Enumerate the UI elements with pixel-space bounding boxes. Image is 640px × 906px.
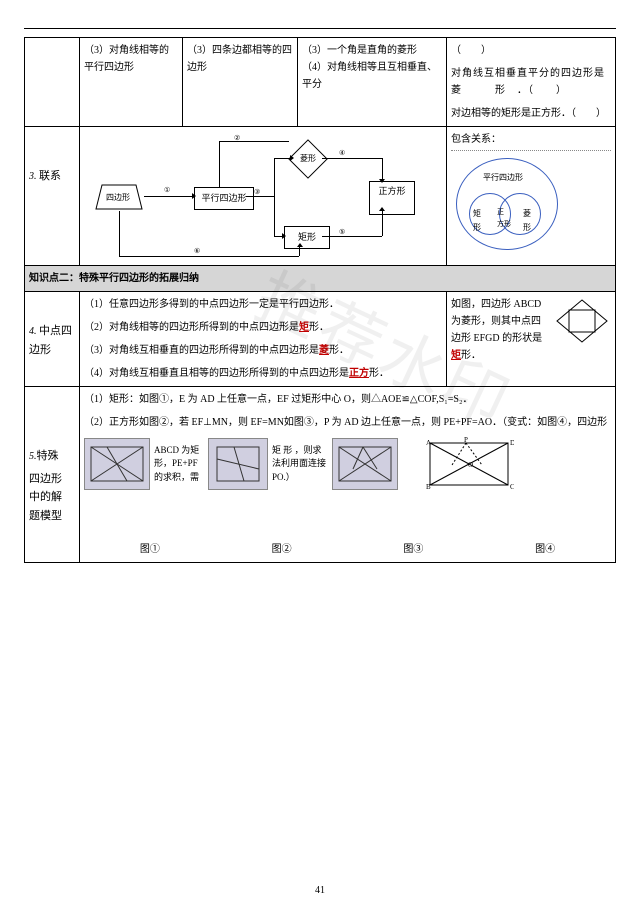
relation-label: 联系 (39, 170, 61, 182)
svg-text:A: A (426, 439, 431, 447)
svg-text:D: D (510, 439, 514, 447)
row-midpoint: 4. 中点四边形 （1）任意四边形多得到的中点四边形一定是平行四边形． （2）对… (25, 292, 616, 387)
main-table: （3）对角线相等的平行四边形 （3）四条边都相等的四边形 （3）一个角是直角的菱… (24, 37, 616, 563)
svg-text:O: O (468, 461, 473, 469)
figure-2 (208, 438, 268, 490)
cell-prop-1: （3）对角线相等的平行四边形 (80, 38, 183, 127)
section-2-header: 知识点二：特殊平行四边形的拓展归纳 (25, 266, 616, 292)
svg-text:B: B (426, 483, 431, 491)
row-special: 5.特殊 四边形 中的解 题模型 （1）矩形：如图①，E 为 AD 上任意一点，… (25, 387, 616, 563)
row-relation: 3. 联系 四边形 平行四边形 菱形 矩形 正方形 (25, 127, 616, 266)
svg-text:P: P (464, 437, 468, 444)
figure-1 (84, 438, 150, 490)
figure-labels: 图① 图② 图③ 图④ (84, 541, 611, 558)
flowchart: 四边形 平行四边形 菱形 矩形 正方形 (84, 131, 442, 261)
figure-3 (332, 438, 398, 490)
midpoint-content: （1）任意四边形多得到的中点四边形一定是平行四边形． （2）对角线相等的四边形所… (80, 292, 447, 387)
page-number: 41 (0, 885, 640, 896)
special-content: （1）矩形：如图①，E 为 AD 上任意一点，EF 过矩形中心 O，则△AOE≌… (80, 387, 616, 563)
figure-4: A D B C P O (424, 437, 514, 491)
top-rule (24, 28, 616, 29)
row-properties: （3）对角线相等的平行四边形 （3）四条边都相等的四边形 （3）一个角是直角的菱… (25, 38, 616, 127)
cell-prop-3: （3）一个角是直角的菱形 （4）对角线相等且互相垂直、平分 (298, 38, 447, 127)
midpoint-figure: 如图，四边形 ABCD 为菱形，则其中点四边形 EFGD 的形状是 矩形． (447, 292, 616, 387)
flowchart-cell: 四边形 平行四边形 菱形 矩形 正方形 (80, 127, 447, 266)
svg-text:C: C (510, 483, 514, 491)
cell-prop-4: （ ） 对角线互相垂直平分的四边形是 菱 形 ．（ ） 对边相等的矩形是正方形．… (447, 38, 616, 127)
venn-cell: 包含关系： 平行四边形 矩形 菱形 正方形 (447, 127, 616, 266)
relation-number: 3. (29, 171, 37, 182)
cell-prop-2: （3）四条边都相等的四边形 (183, 38, 298, 127)
venn-diagram: 平行四边形 矩形 菱形 正方形 (451, 153, 561, 253)
document-page: { "page_number": "41", "watermark": "推荐水… (0, 0, 640, 906)
rhombus-mid-diagram (553, 296, 611, 346)
